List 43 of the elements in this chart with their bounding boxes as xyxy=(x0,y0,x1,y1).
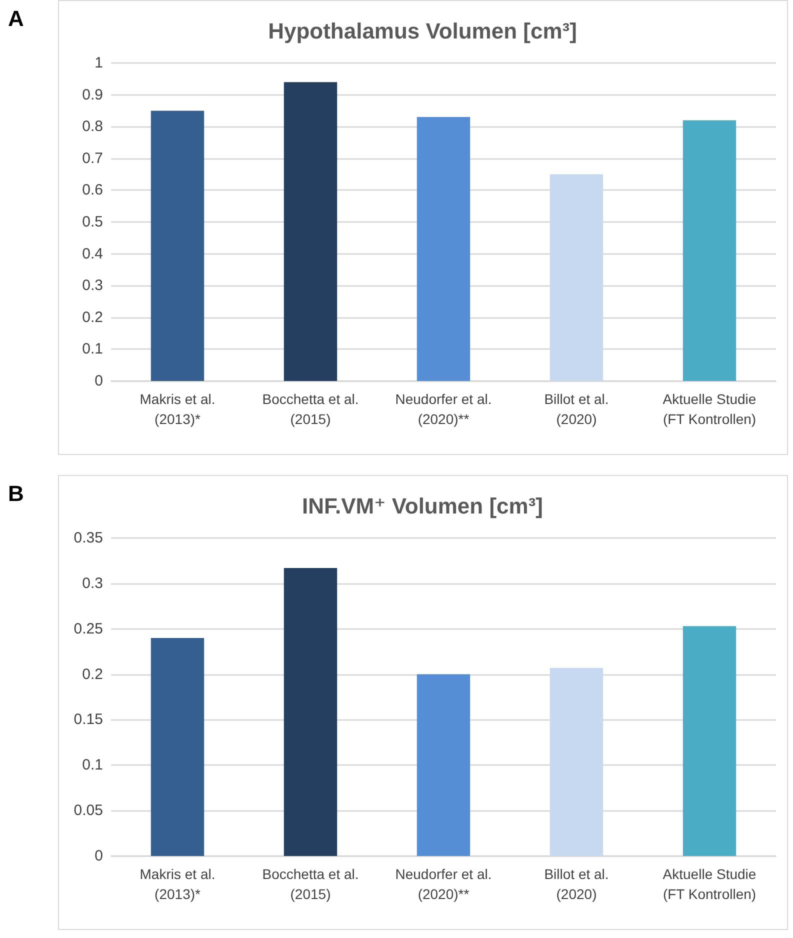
y-tick-label: 0.1 xyxy=(82,756,103,774)
y-tick-label: 0.4 xyxy=(82,245,103,262)
y-tick-label: 0.05 xyxy=(74,802,103,820)
x-tick-label: Aktuelle Studie (FT Kontrollen) xyxy=(662,391,756,427)
bar xyxy=(284,568,338,856)
chart-title: INF.VM⁺ Volumen [cm³] xyxy=(302,494,543,518)
y-tick-label: 0.1 xyxy=(82,340,103,358)
y-tick-label: 0 xyxy=(94,372,103,390)
y-tick-label: 0.6 xyxy=(82,182,103,199)
x-tick-label: Neudorfer et al. (2020)** xyxy=(395,391,492,427)
bar xyxy=(550,174,604,381)
bar xyxy=(416,674,470,856)
bar xyxy=(284,82,338,381)
x-tick-label: Billot et al. (2020) xyxy=(544,391,609,427)
y-tick-label: 0.2 xyxy=(82,308,103,326)
bar xyxy=(150,638,204,856)
y-tick-label: 0.3 xyxy=(82,277,103,294)
bar xyxy=(150,110,204,381)
y-tick-label: 0.3 xyxy=(82,574,103,592)
y-tick-label: 0 xyxy=(94,848,103,864)
y-tick-label: 0.9 xyxy=(82,86,103,104)
text: B xyxy=(8,481,24,507)
x-tick-label: Bocchetta et al. (2015) xyxy=(262,866,359,902)
y-tick-label: 0.5 xyxy=(82,214,103,230)
y-tick-label: 1 xyxy=(94,54,103,72)
y-tick-label: 0.25 xyxy=(74,620,103,638)
x-tick-label: Neudorfer et al. (2020)** xyxy=(395,866,492,902)
y-tick-label: 0.8 xyxy=(82,118,103,136)
chart-title: Hypothalamus Volumen [cm³] xyxy=(268,18,577,44)
y-tick-label: 0.35 xyxy=(74,530,103,546)
x-tick-label: Makris et al. (2013)* xyxy=(140,391,216,427)
bar xyxy=(416,117,470,381)
x-tick-label: Billot et al. (2020) xyxy=(544,866,609,902)
text: A xyxy=(8,6,24,32)
bar xyxy=(682,120,736,381)
bar xyxy=(550,668,604,856)
x-tick-label: Aktuelle Studie (FT Kontrollen) xyxy=(662,866,756,902)
x-tick-label: Makris et al. (2013)* xyxy=(140,866,216,902)
y-tick-label: 0.2 xyxy=(82,666,103,683)
x-tick-label: Bocchetta et al. (2015) xyxy=(262,391,359,427)
y-tick-label: 0.7 xyxy=(82,150,103,167)
y-tick-label: 0.15 xyxy=(74,711,103,728)
bar xyxy=(682,626,736,856)
